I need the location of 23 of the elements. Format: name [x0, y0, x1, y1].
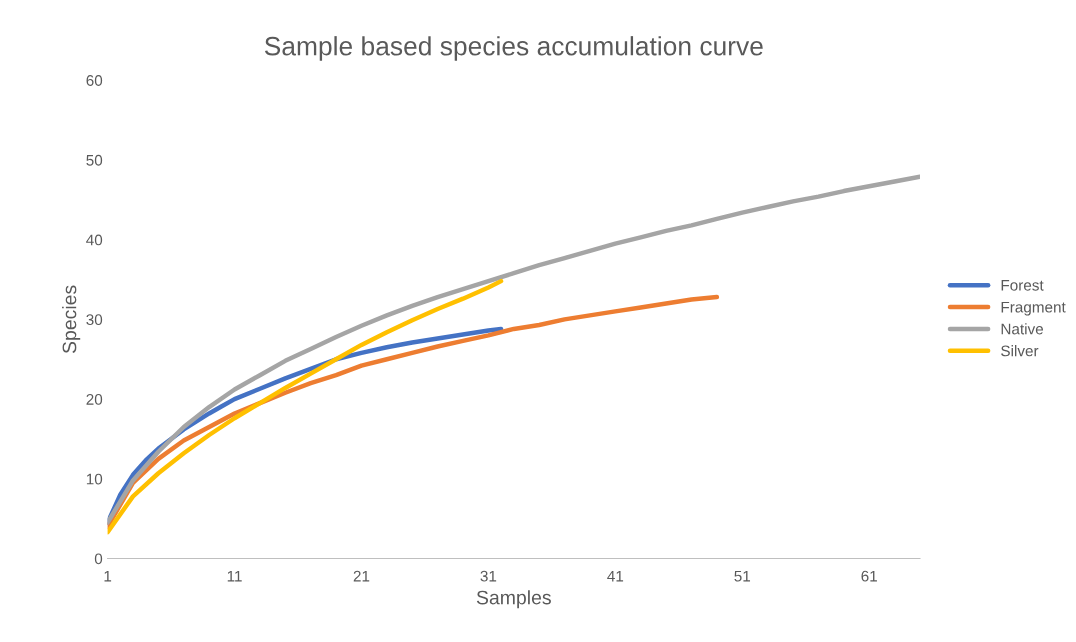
y-tick-label: 60	[86, 75, 103, 86]
x-tick-label: 41	[607, 570, 624, 582]
x-tick-label: 1	[104, 570, 112, 582]
line-series	[107, 174, 920, 525]
x-axis-title: Samples	[476, 590, 551, 609]
y-tick-label: 40	[86, 234, 103, 246]
legend-label: Fragment	[1001, 301, 1066, 316]
x-tick-label: 21	[353, 570, 370, 582]
chart-title: Sample based species accumulation curve	[264, 36, 763, 61]
y-tick-label: 10	[86, 473, 103, 485]
line-series	[107, 278, 504, 535]
y-tick-label: 20	[86, 393, 103, 405]
x-tick-label: 61	[861, 570, 877, 582]
y-tick-label: 0	[94, 553, 103, 565]
y-tick-label: 30	[86, 314, 103, 326]
legend-label: Silver	[1001, 345, 1039, 357]
x-tick-label: 11	[227, 570, 242, 582]
y-axis-title: Species	[62, 285, 81, 354]
y-tick-label: 50	[86, 154, 103, 166]
legend-label: Native	[1001, 323, 1044, 335]
x-tick-label: 31	[480, 570, 497, 582]
x-tick-label: 51	[734, 570, 751, 582]
legend-label: Forest	[1001, 280, 1044, 291]
